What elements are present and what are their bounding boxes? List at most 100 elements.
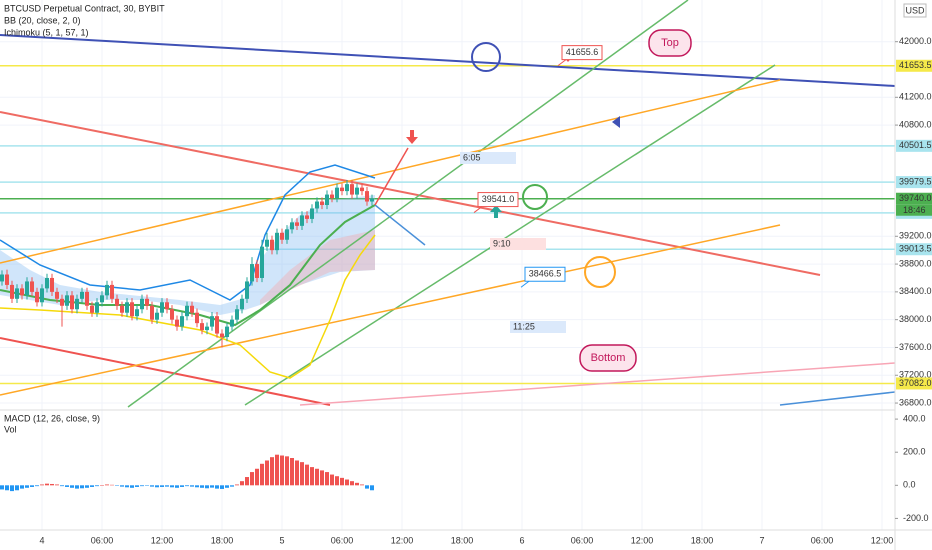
price-label: 40501.5 (899, 140, 932, 150)
macd-bar (355, 482, 359, 486)
candle-body (50, 277, 54, 292)
candle-body (95, 302, 99, 313)
macd-bar (110, 484, 114, 486)
marks (0, 45, 603, 492)
candle-body (90, 305, 94, 313)
candle-body (300, 215, 304, 226)
macd-bar (140, 485, 144, 487)
candle-body (250, 264, 254, 282)
macd-bar (235, 484, 239, 486)
candle-body (265, 239, 269, 247)
annotation-pointer (473, 206, 483, 213)
y2-tick-label: 0.0 (903, 480, 916, 490)
candle-body (255, 264, 259, 278)
macd-bar (345, 479, 349, 486)
candle-body (55, 291, 59, 299)
macd-bar (90, 485, 94, 487)
trend-line (0, 337, 331, 406)
macd-bar (340, 477, 344, 486)
time-note: 11:25 (513, 321, 535, 331)
candle-body (160, 302, 164, 313)
y-tick-label: 37200.0 (899, 370, 932, 380)
macd-bar (220, 485, 224, 489)
x-tick-label: 4 (39, 535, 44, 545)
candle-body (335, 187, 339, 199)
x-tick-label: 06:00 (571, 535, 594, 545)
candle-body (100, 295, 104, 303)
macd-bar (95, 485, 99, 487)
left-arrow (612, 116, 620, 128)
y-tick-label: 38800.0 (899, 258, 932, 268)
macd-bar (165, 485, 169, 487)
candle-body (25, 281, 29, 296)
candle-body (275, 232, 279, 251)
countdown: 18:46 (903, 205, 926, 215)
candle-body (350, 184, 354, 195)
annotation-label: 39541.0 (482, 194, 515, 204)
macd-bar (10, 485, 14, 492)
candle-body (355, 187, 359, 195)
x-tick-label: 18:00 (211, 535, 234, 545)
x-tick-label: 12:00 (151, 535, 174, 545)
candle-body (70, 295, 74, 310)
x-tick-label: 12:00 (391, 535, 414, 545)
price-label-box (896, 243, 932, 256)
candle-body (155, 312, 159, 320)
price-label: 37082.0 (899, 378, 932, 388)
candle-body (15, 288, 19, 299)
macd-bar (210, 485, 214, 488)
candle-body (120, 305, 124, 313)
macd-bar (5, 485, 9, 491)
macd-bar (130, 485, 134, 488)
candle-body (170, 309, 174, 320)
annotation-box (477, 192, 519, 208)
macd-bar (280, 455, 284, 486)
macd-bar (55, 484, 59, 486)
macd-bar (290, 458, 294, 486)
candle-body (20, 288, 24, 296)
candle-body (190, 305, 194, 313)
note-box (460, 152, 516, 164)
candle-body (320, 201, 324, 205)
y2-tick-label: -200.0 (903, 513, 929, 523)
macd-bar (230, 485, 234, 487)
y-tick-label: 38400.0 (899, 286, 932, 296)
macd-bar (60, 485, 64, 487)
candle-body (80, 291, 84, 299)
candle-body (135, 309, 139, 317)
candle-body (285, 229, 289, 240)
candle-body (185, 305, 189, 317)
macd-bar (45, 483, 49, 486)
macd-bar (70, 485, 74, 488)
candle-body (315, 201, 319, 209)
y-tick-label: 37600.0 (899, 342, 932, 352)
macd-bar (265, 460, 269, 486)
price-label: 39013.5 (899, 244, 932, 254)
time-note: 6:05 (463, 152, 481, 162)
volume-label: Vol (4, 424, 17, 434)
arrow (374, 147, 409, 206)
candle-body (210, 316, 214, 327)
macd-bar (65, 485, 69, 487)
macd-bar (370, 485, 374, 491)
macd-bar (335, 476, 339, 486)
countdown-box (896, 204, 932, 216)
channel-line (127, 0, 689, 408)
macd-bar (15, 485, 19, 491)
x-tick-label: 18:00 (451, 535, 474, 545)
candle-body (215, 316, 219, 334)
candle-body (165, 302, 169, 310)
macd-bar (275, 454, 279, 486)
x-tick-label: 6 (519, 535, 524, 545)
candle-body (260, 246, 264, 278)
candle-body (270, 239, 274, 251)
macd-bar (300, 462, 304, 486)
candle-body (290, 222, 294, 230)
indicator-label: BB (20, close, 2, 0) (4, 15, 81, 25)
candle-body (205, 326, 209, 331)
y-tick-label: 39200.0 (899, 231, 932, 241)
down-arrow (406, 130, 418, 144)
macd-bar (350, 481, 354, 486)
candle-body (40, 288, 44, 303)
